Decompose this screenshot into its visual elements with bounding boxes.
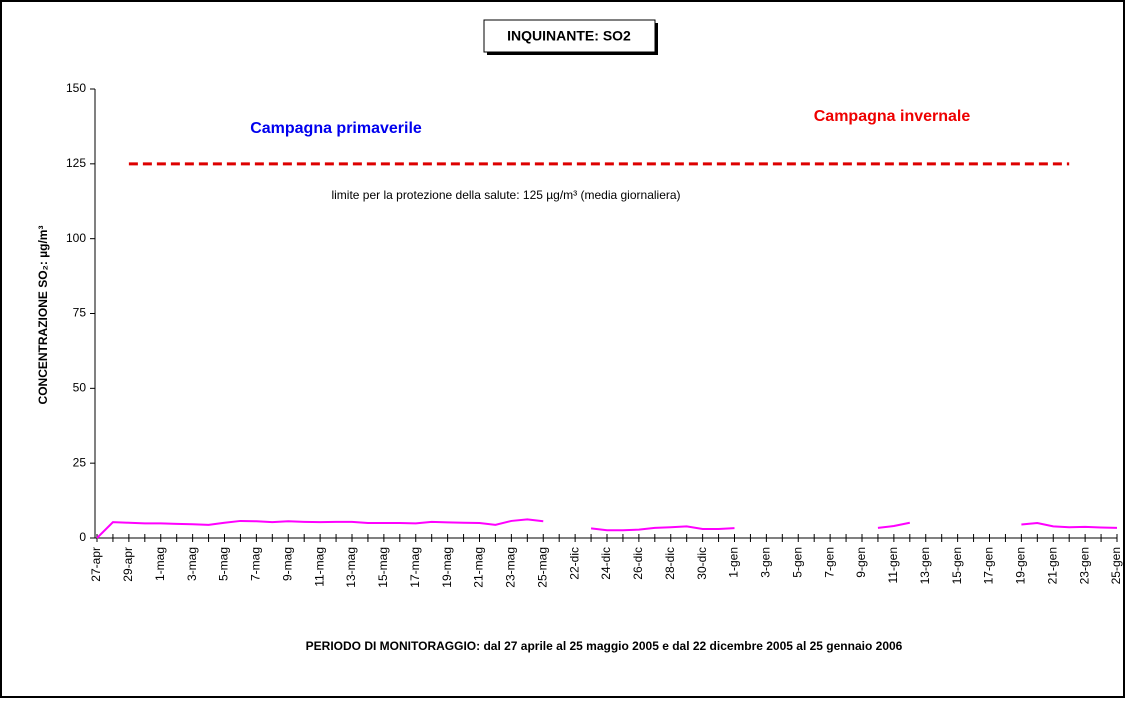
y-tick-label: 100 bbox=[66, 231, 86, 245]
x-tick-label: 22-dic bbox=[567, 547, 581, 580]
x-tick-label: 7-mag bbox=[249, 547, 263, 581]
annotation: Campagna invernale bbox=[814, 108, 971, 125]
x-tick-label: 30-dic bbox=[695, 547, 709, 580]
x-tick-label: 15-mag bbox=[376, 547, 390, 588]
y-axis-title: CONCENTRAZIONE SO₂: µg/m³ bbox=[36, 226, 50, 405]
x-tick-label: 13-gen bbox=[918, 547, 932, 584]
x-tick-label: 11-mag bbox=[312, 547, 326, 587]
x-tick-label: 28-dic bbox=[663, 547, 677, 580]
annotation: Campagna primaverile bbox=[250, 120, 422, 137]
x-tick-label: 5-gen bbox=[790, 547, 804, 578]
x-tick-label: 25-gen bbox=[1109, 547, 1123, 584]
y-tick-label: 50 bbox=[73, 381, 87, 395]
x-tick-label: 23-mag bbox=[504, 547, 518, 588]
x-tick-label: 7-gen bbox=[822, 547, 836, 578]
y-tick-label: 150 bbox=[66, 81, 86, 95]
x-tick-label: 1-gen bbox=[727, 547, 741, 578]
x-tick-label: 13-mag bbox=[344, 547, 358, 588]
x-tick-label: 19-mag bbox=[440, 547, 454, 588]
x-tick-label: 3-gen bbox=[759, 547, 773, 578]
y-tick-label: 25 bbox=[73, 455, 87, 469]
x-tick-label: 26-dic bbox=[631, 547, 645, 580]
chart-title: INQUINANTE: SO2 bbox=[507, 28, 631, 44]
x-tick-label: 23-gen bbox=[1077, 547, 1091, 584]
x-tick-label: 25-mag bbox=[535, 547, 549, 588]
x-tick-label: 15-gen bbox=[950, 547, 964, 584]
title-box bbox=[483, 19, 656, 53]
x-tick-label: 17-gen bbox=[982, 547, 996, 584]
x-tick-label: 5-mag bbox=[217, 547, 231, 581]
annotation: limite per la protezione della salute: 1… bbox=[331, 188, 680, 202]
x-tick-label: 9-gen bbox=[854, 547, 868, 578]
x-tick-label: 9-mag bbox=[280, 547, 294, 581]
x-tick-label: 3-mag bbox=[185, 547, 199, 581]
x-tick-label: 21-gen bbox=[1045, 547, 1059, 584]
y-tick-label: 0 bbox=[79, 530, 86, 544]
x-tick-label: 19-gen bbox=[1014, 547, 1028, 584]
x-tick-label: 1-mag bbox=[153, 547, 167, 581]
x-tick-label: 21-mag bbox=[472, 547, 486, 588]
x-tick-label: 29-apr bbox=[121, 547, 135, 582]
x-tick-label: 17-mag bbox=[408, 547, 422, 588]
x-tick-label: 11-gen bbox=[886, 547, 900, 583]
y-tick-label: 75 bbox=[73, 306, 87, 320]
series-line bbox=[96, 518, 1118, 539]
x-axis-title: PERIODO DI MONITORAGGIO: dal 27 aprile a… bbox=[306, 639, 903, 653]
x-tick-label: 27-apr bbox=[89, 547, 103, 582]
y-tick-label: 125 bbox=[66, 156, 86, 170]
x-tick-label: 24-dic bbox=[599, 547, 613, 580]
